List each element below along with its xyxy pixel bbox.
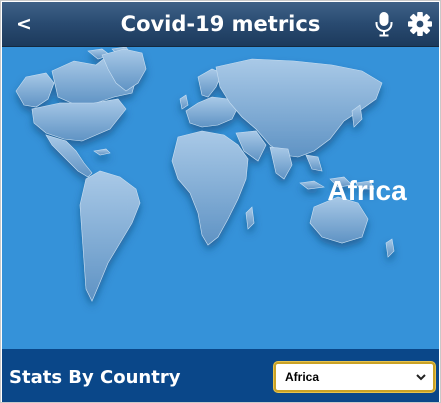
- hero-banner: Africa: [2, 47, 439, 349]
- app-header: < Covid-19 metrics: [2, 2, 439, 47]
- region-select[interactable]: Africa: [274, 362, 435, 392]
- page-title: Covid-19 metrics: [120, 12, 321, 36]
- stats-by-country-title: Stats By Country: [9, 367, 181, 388]
- back-button[interactable]: <: [16, 13, 32, 35]
- selected-region-label: Africa: [327, 175, 407, 206]
- gear-icon[interactable]: [407, 11, 433, 37]
- stats-footer: Stats By Country Africa: [2, 349, 439, 402]
- microphone-icon[interactable]: [373, 11, 395, 37]
- region-select-value: Africa: [285, 370, 320, 384]
- chevron-down-icon: [416, 374, 426, 381]
- world-map: [15, 47, 395, 302]
